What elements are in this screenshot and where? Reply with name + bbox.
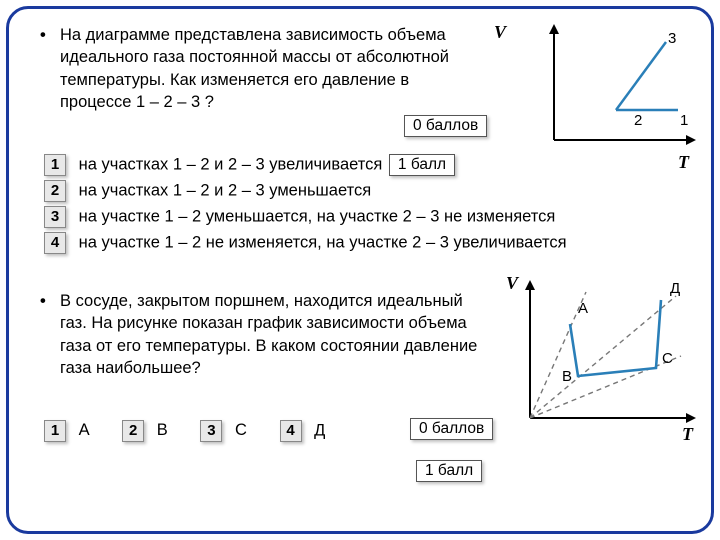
q1-pt3: 3 [668,30,676,47]
q1-opt2-text: на участках 1 – 2 и 2 – 3 уменьшается [79,181,372,199]
q1-opt3: 3 на участке 1 – 2 уменьшается, на участ… [44,206,555,228]
q2-ylabel: V [506,273,518,294]
q2-opt2-text: В [157,421,168,439]
q2-options-row: 1 А 2 В 3 С 4 Д [44,420,325,442]
q1-opt4-text: на участке 1 – 2 не изменяется, на участ… [79,233,567,251]
q2-score0[interactable]: 0 баллов [410,418,493,440]
q1-opt1-btn[interactable]: 1 [44,154,66,176]
q2-ptA: А [578,300,588,317]
q1-text: На диаграмме представлена зависимость об… [60,24,480,113]
q2-ptC: С [662,350,673,367]
q2-chart [506,278,706,438]
q1-chart [536,20,706,160]
q2-opt1-text: А [79,421,90,439]
q2-xlabel: T [682,424,693,445]
q1-opt3-btn[interactable]: 3 [44,206,66,228]
q1-opt4-btn[interactable]: 4 [44,232,66,254]
q2-ptB: В [562,368,572,385]
q1-opt2: 2 на участках 1 – 2 и 2 – 3 уменьшается [44,180,371,202]
q1-score1[interactable]: 1 балл [389,154,455,176]
q2-opt3-text: С [235,421,247,439]
q2-opt1-btn[interactable]: 1 [44,420,66,442]
q1-pt2: 2 [634,112,642,129]
q1-ylabel: V [494,22,506,43]
q1-opt3-text: на участке 1 – 2 уменьшается, на участке… [79,207,556,225]
q2-opt3-btn[interactable]: 3 [200,420,222,442]
q1-opt4: 4 на участке 1 – 2 не изменяется, на уча… [44,232,567,254]
q2-opt2-btn[interactable]: 2 [122,420,144,442]
content-area: • На диаграмме представлена зависимость … [26,20,694,520]
q2-opt4-btn[interactable]: 4 [280,420,302,442]
q2-ptD: Д [670,280,680,297]
q1-score0[interactable]: 0 баллов [404,115,487,137]
bullet-2: • [40,292,46,311]
q2-text: В сосуде, закрытом поршнем, находится ид… [60,290,480,379]
q1-opt1-text: на участках 1 – 2 и 2 – 3 увеличивается [79,155,383,173]
bullet-1: • [40,26,46,45]
q2-score1[interactable]: 1 балл [416,460,482,482]
q2-opt4-text: Д [314,421,325,439]
q1-opt2-btn[interactable]: 2 [44,180,66,202]
q1-xlabel: T [678,152,689,173]
q1-pt1: 1 [680,112,688,129]
q1-opt1: 1 на участках 1 – 2 и 2 – 3 увеличиваетс… [44,154,455,176]
